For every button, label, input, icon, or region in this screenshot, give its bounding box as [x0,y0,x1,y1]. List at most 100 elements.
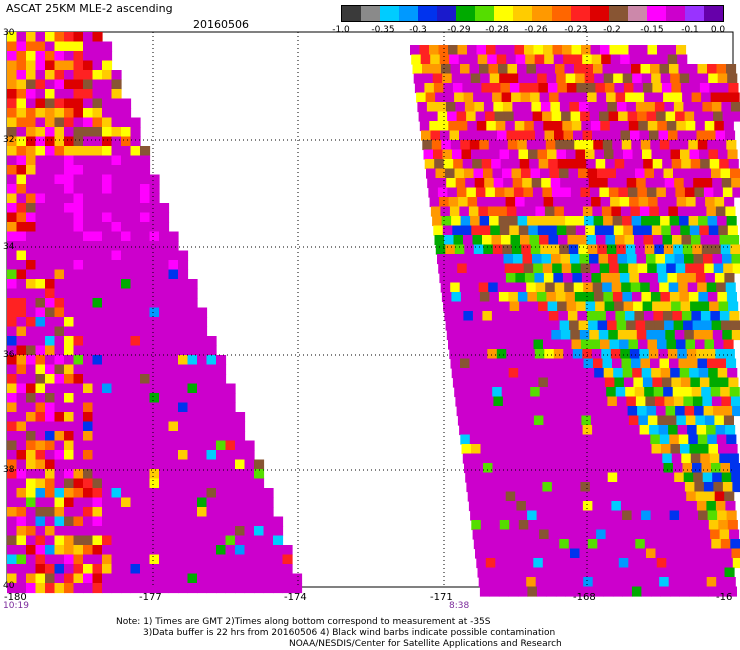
swath-cell [216,488,227,499]
swath-cell [83,279,94,290]
swath-cell [140,326,151,337]
swath-cell [592,206,603,217]
swath-cell [45,184,56,195]
swath-cell [580,406,591,417]
swath-cell [121,117,132,128]
swath-cell [282,583,293,594]
swath-cell [16,345,27,356]
swath-cell [64,383,75,394]
swath-cell [149,421,160,432]
swath-cell [92,70,103,81]
swath-cell [429,197,440,208]
swath-cell [102,89,113,100]
swath-cell [597,102,608,113]
swath-cell [648,197,659,208]
swath-cell [435,168,446,179]
swath-cell [26,583,37,594]
swath-cell [140,355,151,366]
swath-cell [513,330,524,341]
swath-cell [83,535,94,546]
swath-cell [121,222,132,233]
swath-cell [602,434,613,445]
swath-cell [7,469,18,480]
swath-cell [45,336,56,347]
swath-cell [722,548,733,559]
swath-cell [605,529,616,540]
swath-cell [660,73,671,84]
swath-cell [45,507,56,518]
swath-cell [206,459,217,470]
swath-cell [83,70,94,81]
swath-cell [7,127,18,138]
swath-cell [694,187,705,198]
swath-cell [178,507,189,518]
swath-cell [661,377,672,388]
swath-cell [631,586,642,597]
swath-cell [601,501,612,512]
swath-cell [698,510,709,521]
swath-cell [678,577,689,588]
swath-cell [658,567,669,578]
swath-cell [102,440,113,451]
swath-cell [555,140,566,151]
swath-cell [633,83,644,94]
swath-cell [35,402,46,413]
swath-cell [549,539,560,550]
colorbar-tick-label: 0.0 [710,25,726,35]
swath-cell [495,121,506,132]
swath-cell [149,459,160,470]
swath-cell [696,130,707,141]
swath-cell [411,54,422,65]
swath-cell [566,225,577,236]
swath-cell [693,472,704,483]
swath-cell [487,130,498,141]
swath-cell [102,573,113,584]
swath-cell [725,425,736,436]
swath-cell [121,184,132,195]
swath-cell [642,444,653,455]
swath-cell [730,168,740,179]
swath-cell [562,197,573,208]
swath-cell [583,64,594,75]
swath-cell [513,187,524,198]
swath-cell [102,535,113,546]
swath-cell [35,98,46,109]
swath-cell [178,440,189,451]
swath-cell [664,178,675,189]
swath-cell [657,415,668,426]
swath-cell [130,459,141,470]
swath-cell [546,73,557,84]
swath-cell [709,453,720,464]
swath-cell [529,235,540,246]
swath-cell [582,54,593,65]
swath-cell [648,273,659,284]
swath-cell [669,586,680,597]
swath-cell [35,136,46,147]
swath-cell [102,526,113,537]
swath-cell [111,402,122,413]
swath-cell [483,463,494,474]
swath-cell [54,174,65,185]
swath-cell [718,301,729,312]
swath-cell [485,111,496,122]
swath-cell [140,564,151,575]
swath-cell [699,83,710,94]
swath-cell [552,415,563,426]
swath-cell [574,358,585,369]
swath-cell [680,83,691,94]
swath-cell [35,79,46,90]
swath-cell [73,336,84,347]
swath-cell [83,345,94,356]
swath-cell [589,330,600,341]
swath-cell [488,358,499,369]
swath-cell [92,222,103,233]
swath-cell [26,412,37,423]
swath-cell [130,279,141,290]
swath-cell [35,545,46,556]
swath-cell [653,387,664,398]
swath-cell [607,472,618,483]
swath-cell [716,434,727,445]
swath-cell [697,434,708,445]
swath-cell [7,136,18,147]
swath-cell [565,368,576,379]
